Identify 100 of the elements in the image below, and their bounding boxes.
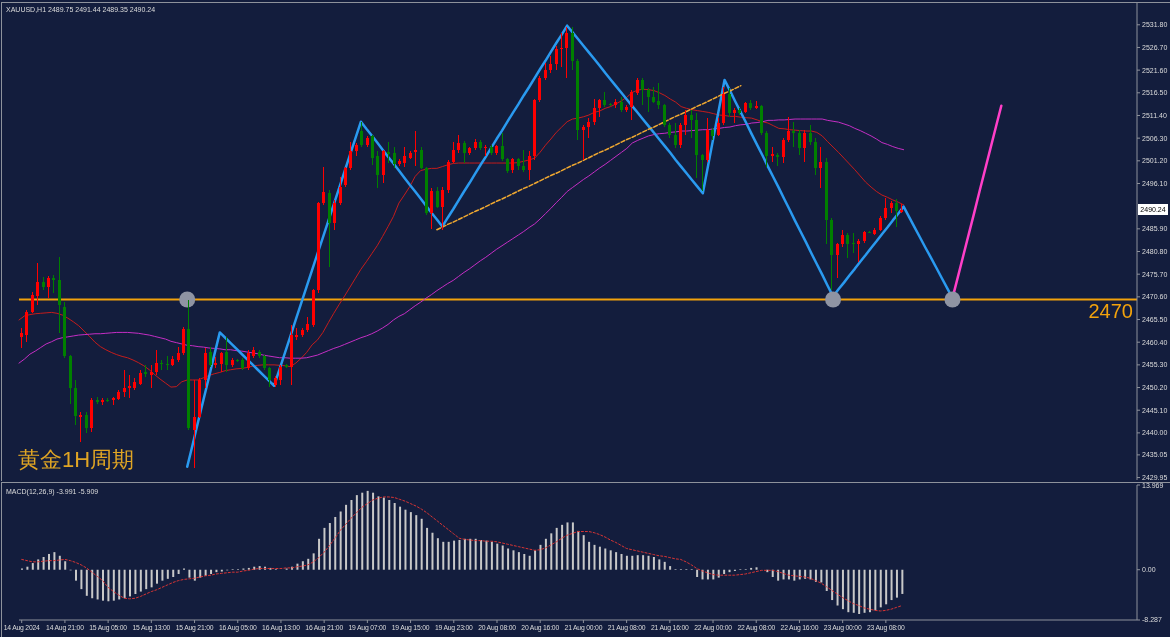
bar bbox=[582, 535, 585, 570]
bar bbox=[652, 556, 655, 570]
bar bbox=[885, 569, 888, 605]
bar bbox=[366, 490, 369, 570]
bar bbox=[312, 553, 315, 570]
bar bbox=[323, 527, 326, 570]
bar bbox=[377, 496, 380, 570]
bar bbox=[528, 555, 531, 570]
bar bbox=[139, 569, 142, 592]
bar bbox=[112, 569, 115, 601]
bar bbox=[598, 546, 601, 570]
bar bbox=[453, 540, 456, 570]
bar bbox=[825, 569, 828, 591]
bar bbox=[852, 569, 855, 613]
bar bbox=[539, 544, 542, 570]
bar bbox=[48, 553, 50, 570]
bar bbox=[188, 569, 191, 578]
bar bbox=[496, 543, 499, 570]
bar bbox=[404, 509, 407, 570]
bar bbox=[609, 550, 612, 570]
bar bbox=[717, 569, 720, 578]
bar bbox=[463, 538, 466, 570]
bar bbox=[755, 567, 758, 570]
bar bbox=[134, 569, 137, 594]
bar bbox=[847, 569, 850, 613]
bar bbox=[129, 569, 132, 597]
bar bbox=[890, 569, 893, 601]
bar bbox=[426, 527, 429, 570]
bar bbox=[625, 555, 628, 570]
bar bbox=[507, 548, 510, 570]
bar bbox=[485, 540, 488, 570]
bar bbox=[436, 538, 439, 570]
bar bbox=[409, 512, 412, 570]
bar bbox=[820, 569, 823, 583]
bar bbox=[663, 561, 666, 570]
bar bbox=[80, 569, 83, 590]
bar bbox=[166, 569, 169, 579]
bar bbox=[566, 522, 569, 570]
bar bbox=[161, 569, 164, 581]
bar bbox=[501, 545, 504, 570]
bar bbox=[669, 566, 672, 570]
bar bbox=[355, 495, 358, 570]
bar bbox=[723, 569, 726, 574]
bar bbox=[399, 506, 402, 570]
bar bbox=[901, 569, 904, 594]
bar bbox=[420, 518, 423, 570]
bar bbox=[177, 569, 180, 574]
bar bbox=[512, 550, 515, 570]
bar bbox=[868, 569, 871, 613]
bar bbox=[172, 569, 175, 578]
bar bbox=[361, 492, 364, 570]
bar bbox=[777, 569, 780, 581]
bar bbox=[863, 569, 866, 613]
bar bbox=[150, 569, 153, 588]
bar bbox=[469, 538, 472, 570]
bar bbox=[102, 569, 105, 601]
bar bbox=[318, 538, 321, 570]
bar bbox=[561, 524, 564, 570]
bar bbox=[393, 503, 396, 570]
bar bbox=[107, 569, 110, 602]
bar bbox=[53, 552, 56, 570]
bar bbox=[642, 555, 645, 570]
bar bbox=[879, 569, 882, 608]
bar bbox=[199, 569, 202, 578]
bar bbox=[836, 569, 839, 606]
bar bbox=[431, 532, 434, 570]
bar bbox=[193, 569, 196, 581]
bar bbox=[620, 553, 623, 570]
bar bbox=[75, 569, 78, 581]
bar bbox=[658, 559, 661, 570]
bar bbox=[372, 492, 375, 570]
bar bbox=[636, 555, 639, 570]
bar bbox=[577, 530, 580, 570]
bar bbox=[571, 522, 574, 570]
bar bbox=[458, 540, 461, 570]
bar bbox=[534, 550, 537, 570]
bar bbox=[382, 497, 385, 570]
bar bbox=[523, 553, 526, 570]
bar bbox=[123, 569, 126, 599]
bar bbox=[334, 516, 337, 570]
bar bbox=[350, 499, 353, 570]
bar bbox=[118, 569, 121, 600]
bar bbox=[91, 569, 94, 599]
bar bbox=[615, 552, 618, 570]
bar bbox=[696, 569, 699, 578]
bar bbox=[42, 556, 45, 570]
bar bbox=[442, 541, 445, 570]
bar bbox=[841, 569, 844, 610]
bar bbox=[631, 555, 634, 570]
bar bbox=[301, 561, 304, 570]
bar bbox=[339, 511, 342, 570]
bar bbox=[555, 527, 558, 570]
line-series bbox=[21, 496, 903, 612]
bar bbox=[26, 566, 29, 570]
bar bbox=[447, 541, 450, 570]
bar bbox=[793, 569, 796, 581]
bar bbox=[64, 561, 67, 570]
bar bbox=[474, 538, 477, 570]
bar bbox=[874, 569, 877, 611]
bar bbox=[85, 569, 88, 596]
